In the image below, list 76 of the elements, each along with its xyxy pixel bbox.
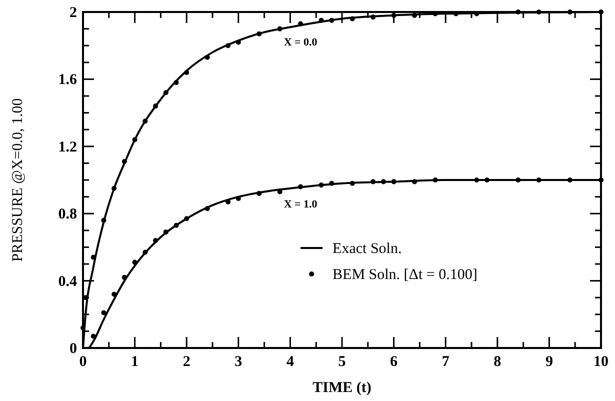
point: [370, 179, 376, 184]
point: [536, 9, 542, 15]
y-tick-label: 0.8: [58, 206, 77, 223]
point: [204, 206, 210, 212]
point: [350, 16, 355, 22]
point: [329, 180, 334, 186]
x-tick-label: 5: [338, 354, 346, 370]
point: [298, 184, 304, 190]
point: [391, 179, 396, 184]
point: [598, 9, 604, 15]
point: [318, 182, 324, 188]
point: [256, 190, 262, 196]
point: [474, 177, 480, 183]
point: [567, 9, 572, 15]
x-tick-label: 2: [182, 354, 190, 370]
point: [90, 334, 96, 339]
y-tick-label: 2: [70, 5, 77, 21]
point: [122, 274, 127, 280]
point: [132, 137, 138, 142]
x-tick-label: 4: [286, 354, 294, 370]
point: [516, 9, 521, 15]
x-tick-label: 9: [545, 354, 553, 370]
point: [163, 90, 168, 96]
point: [567, 177, 572, 183]
annotation: X = 1.0: [284, 198, 318, 210]
point: [112, 292, 117, 297]
point: [226, 43, 231, 48]
y-tick-label: 0.4: [58, 274, 78, 290]
point: [236, 196, 241, 201]
legend-label: Exact Soln.: [332, 241, 402, 257]
point: [101, 310, 106, 316]
point: [184, 216, 190, 222]
y-tick-label: 1.6: [58, 72, 78, 88]
point: [163, 230, 168, 235]
x-tick-label: 10: [594, 354, 608, 370]
x-tick-label: 3: [234, 354, 242, 370]
annotation: X = 0.0: [284, 36, 318, 48]
point: [412, 179, 418, 184]
point: [80, 325, 86, 330]
point: [142, 118, 148, 124]
point: [174, 222, 179, 228]
x-axis-title: TIME (t): [312, 380, 372, 396]
point: [391, 12, 396, 18]
point: [380, 179, 386, 184]
point: [432, 177, 438, 183]
point: [516, 177, 521, 183]
point: [412, 12, 418, 18]
point: [598, 177, 604, 183]
x-tick-label: 7: [442, 354, 450, 370]
point: [277, 26, 282, 32]
point: [101, 218, 106, 223]
point: [204, 54, 210, 60]
point: [329, 18, 334, 23]
point: [132, 260, 138, 265]
point: [256, 31, 262, 36]
x-tick-label: 8: [494, 354, 502, 370]
x-tick-label: 6: [390, 354, 398, 370]
y-axis-title: PRESSURE @X=0.0, 1.00: [10, 98, 26, 262]
point: [112, 186, 117, 191]
point: [142, 250, 148, 255]
point: [536, 177, 542, 183]
x-tick-label: 1: [131, 354, 139, 370]
point: [236, 40, 241, 45]
point: [298, 21, 304, 26]
point: [184, 70, 190, 75]
y-tick-label: 1.2: [58, 139, 77, 156]
point: [318, 18, 324, 23]
point: [174, 80, 179, 86]
point: [152, 238, 158, 243]
legend-label: BEM Soln. [Δt = 0.100]: [332, 267, 478, 283]
point: [484, 177, 490, 183]
point: [152, 104, 158, 109]
point: [122, 159, 127, 164]
point: [370, 14, 376, 20]
y-tick-label: 0: [70, 341, 77, 357]
point: [350, 180, 355, 186]
